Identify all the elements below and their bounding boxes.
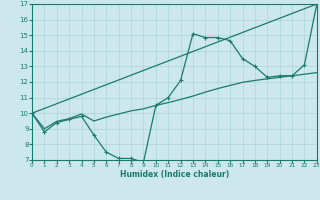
X-axis label: Humidex (Indice chaleur): Humidex (Indice chaleur) [120,170,229,179]
